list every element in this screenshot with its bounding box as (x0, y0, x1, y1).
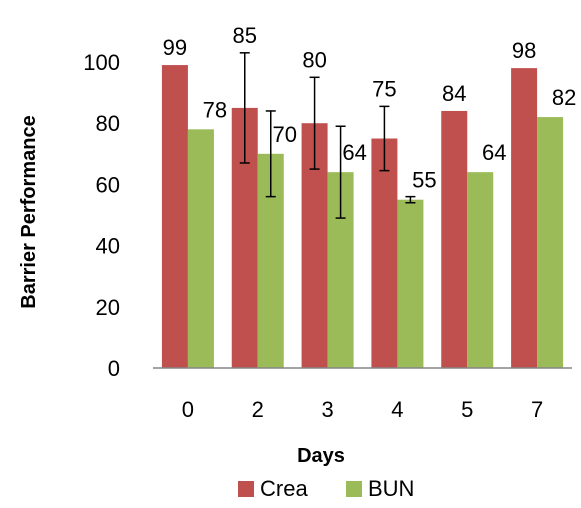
y-tick-label: 40 (96, 234, 120, 259)
y-tick-label: 80 (96, 111, 120, 136)
bar-crea (511, 68, 538, 369)
x-tick-label: 2 (252, 397, 264, 422)
x-tick-label: 3 (321, 397, 333, 422)
data-label-crea: 75 (372, 76, 396, 101)
legend-label-crea: Crea (260, 476, 308, 501)
error-bars (239, 52, 416, 219)
bar-bun (467, 172, 494, 368)
bar-crea (441, 110, 468, 369)
bar-bun (397, 199, 424, 368)
data-label-bun: 78 (203, 97, 227, 122)
y-axis-ticks: 0 20 40 60 80 100 (83, 50, 120, 381)
legend: Crea BUN (238, 476, 414, 501)
legend-swatch-bun (346, 481, 362, 497)
legend-swatch-crea (238, 481, 254, 497)
y-tick-label: 100 (83, 50, 120, 75)
y-tick-label: 0 (108, 356, 120, 381)
data-label-crea: 85 (233, 23, 257, 48)
y-axis-title: Barrier Performance (18, 115, 40, 308)
legend-label-bun: BUN (368, 476, 414, 501)
data-label-crea: 99 (163, 35, 187, 60)
data-label-crea: 80 (302, 47, 326, 72)
data-label-bun: 64 (342, 140, 366, 165)
x-axis-title: Days (297, 445, 345, 467)
x-tick-label: 7 (531, 397, 543, 422)
data-label-crea: 98 (512, 38, 536, 63)
x-axis-ticks: 0 2 3 4 5 7 (182, 397, 543, 422)
y-tick-label: 60 (96, 172, 120, 197)
data-labels: 99 85 80 75 84 98 78 70 64 55 64 82 (163, 23, 577, 193)
data-label-bun: 82 (552, 85, 576, 110)
y-tick-label: 20 (96, 295, 120, 320)
bars (161, 65, 564, 369)
x-tick-label: 5 (461, 397, 473, 422)
data-label-crea: 84 (442, 81, 466, 106)
data-label-bun: 70 (273, 122, 297, 147)
x-tick-label: 4 (391, 397, 403, 422)
bar-crea (161, 65, 188, 368)
data-label-bun: 64 (482, 140, 506, 165)
bar-crea (371, 138, 398, 368)
x-tick-label: 0 (182, 397, 194, 422)
bar-bun (187, 129, 214, 368)
bar-bun (537, 117, 564, 368)
data-label-bun: 55 (412, 168, 436, 193)
